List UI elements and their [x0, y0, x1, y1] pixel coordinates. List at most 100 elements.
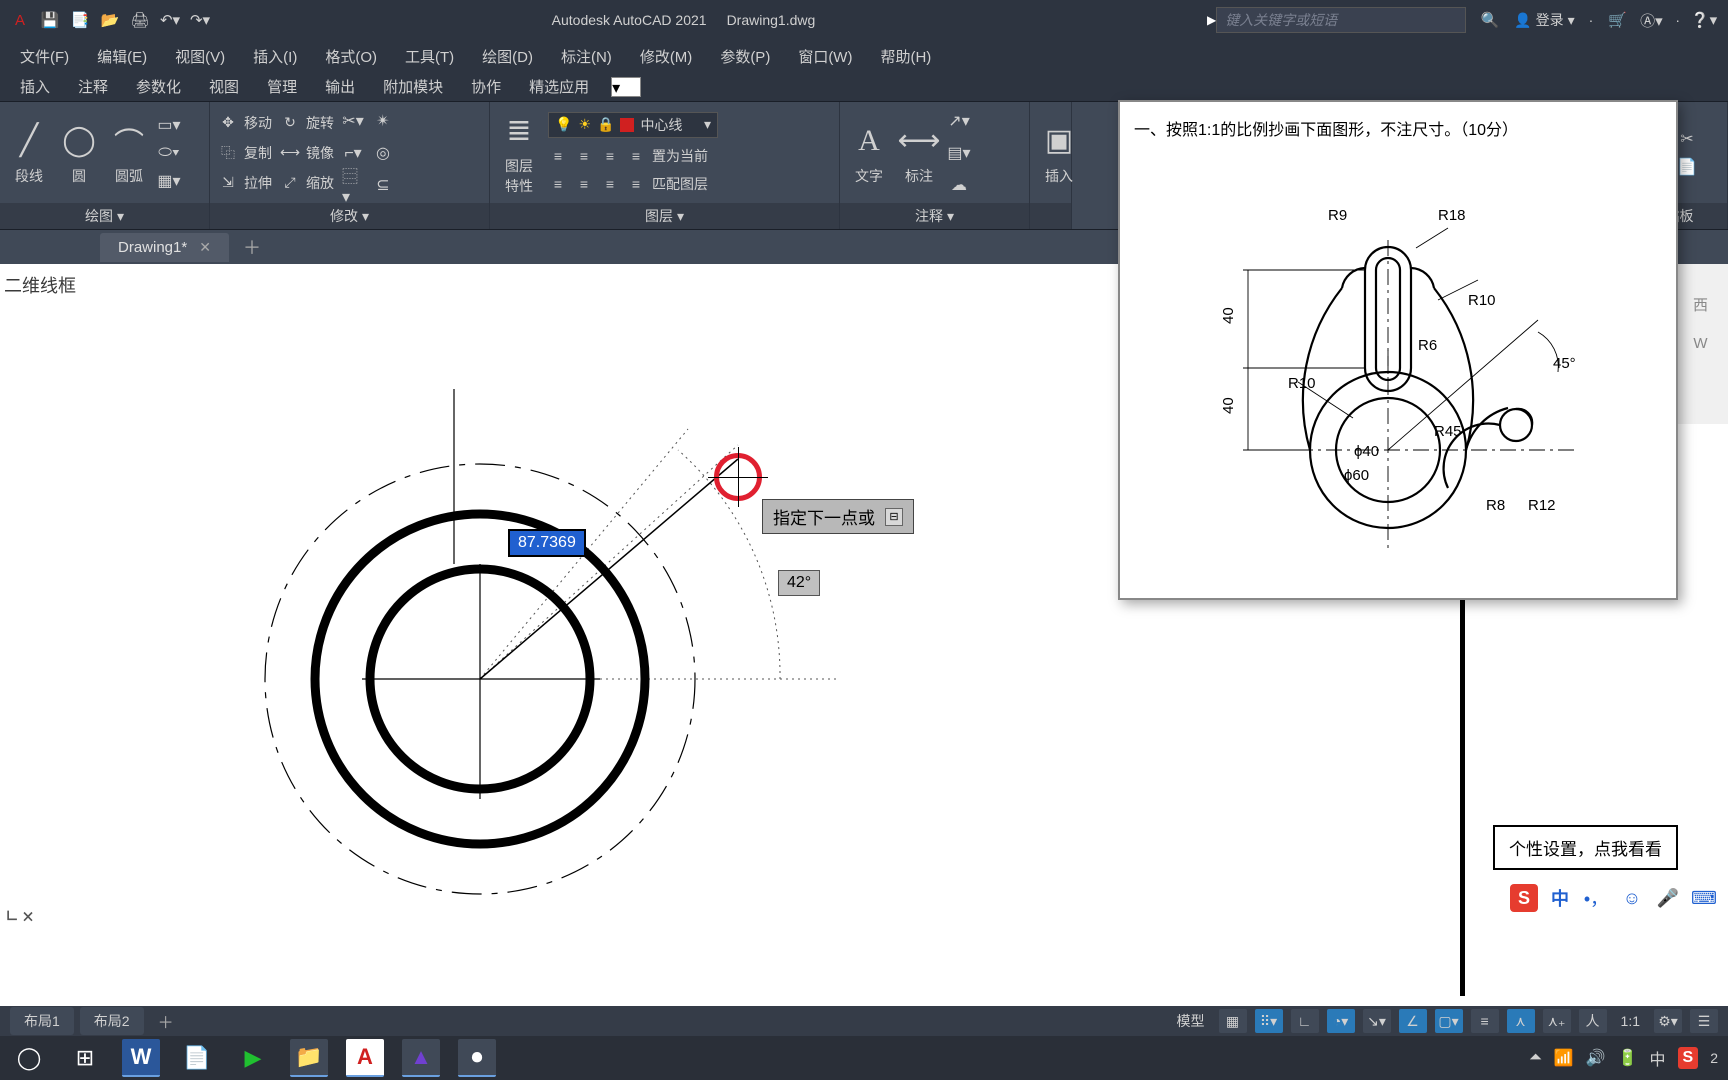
- stretch-button[interactable]: ⇲拉伸: [218, 173, 272, 193]
- leader-icon[interactable]: ↗▾: [948, 110, 970, 132]
- menu-help[interactable]: 帮助(H): [866, 42, 945, 71]
- tip-balloon[interactable]: 个性设置，点我看看: [1493, 825, 1678, 870]
- menu-insert[interactable]: 插入(I): [239, 42, 311, 71]
- rpanel-item-2[interactable]: W: [1693, 335, 1707, 352]
- layout-tab-2[interactable]: 布局2: [80, 1007, 144, 1035]
- mirror-button[interactable]: ⟷镜像: [280, 143, 334, 163]
- menu-modify[interactable]: 修改(M): [626, 42, 707, 71]
- ribbon-tab-insert[interactable]: 插入: [6, 72, 64, 101]
- layer-combo[interactable]: 💡☀🔒 中心线 ▾: [548, 112, 718, 138]
- status-menu-icon[interactable]: ☰: [1690, 1009, 1718, 1033]
- ribbon-tab-param[interactable]: 参数化: [122, 72, 195, 101]
- saveas-icon[interactable]: 📑: [70, 10, 90, 30]
- doc-add-button[interactable]: ＋: [239, 234, 265, 260]
- tray-up-icon[interactable]: ⏶: [1529, 1049, 1542, 1067]
- tray-batt-icon[interactable]: 🔋: [1618, 1048, 1638, 1068]
- status-grid-icon[interactable]: ▦: [1219, 1009, 1247, 1033]
- layout-tab-1[interactable]: 布局1: [10, 1007, 74, 1035]
- rpanel-item-1[interactable]: 西: [1693, 294, 1708, 315]
- ribbon-tab-featured[interactable]: 精选应用: [515, 72, 603, 101]
- undo-icon[interactable]: ↶▾: [160, 10, 180, 30]
- move-button[interactable]: ✥移动: [218, 113, 272, 133]
- help-icon[interactable]: ❔▾: [1694, 10, 1714, 30]
- tray-ime1[interactable]: 中: [1650, 1046, 1666, 1070]
- menu-format[interactable]: 格式(O): [311, 42, 391, 71]
- ime-punct-icon[interactable]: •，: [1582, 884, 1610, 912]
- search-icon[interactable]: 🔍: [1480, 10, 1500, 30]
- open-icon[interactable]: 📂: [100, 10, 120, 30]
- menu-window[interactable]: 窗口(W): [784, 42, 866, 71]
- status-model[interactable]: 模型: [1171, 1011, 1211, 1031]
- task-explorer-icon[interactable]: 📁: [290, 1039, 328, 1077]
- close-icon[interactable]: ✕: [199, 239, 211, 256]
- menu-edit[interactable]: 编辑(E): [83, 42, 161, 71]
- scale-button[interactable]: ⤢缩放: [280, 173, 334, 193]
- status-polar-icon[interactable]: ◔▾: [1327, 1009, 1355, 1033]
- dynamic-length-input[interactable]: 87.7369: [508, 529, 586, 557]
- task-doc-icon[interactable]: 📄: [178, 1039, 216, 1077]
- arc-button[interactable]: ⌒圆弧: [108, 120, 150, 186]
- menu-file[interactable]: 文件(F): [6, 42, 83, 71]
- command-prompt[interactable]: ∟×: [6, 904, 38, 928]
- status-annot-icon[interactable]: ⋏: [1507, 1009, 1535, 1033]
- layout-add-button[interactable]: ＋: [150, 1009, 182, 1033]
- plot-icon[interactable]: 🖨: [130, 10, 150, 30]
- ribbon-tab-addon[interactable]: 附加模块: [369, 72, 457, 101]
- ime-mic-icon[interactable]: 🎤: [1654, 884, 1682, 912]
- trim-icon[interactable]: ✂▾: [342, 110, 364, 132]
- rect-icon[interactable]: ▭▾: [158, 114, 180, 136]
- status-otrack-icon[interactable]: ∠: [1399, 1009, 1427, 1033]
- cloud-icon[interactable]: ☁: [948, 174, 970, 196]
- menu-tools[interactable]: 工具(T): [391, 42, 468, 71]
- task-video-icon[interactable]: ▶: [234, 1039, 272, 1077]
- task-app-icon[interactable]: ▲: [402, 1039, 440, 1077]
- doc-tab-active[interactable]: Drawing1* ✕: [100, 233, 229, 262]
- cart-icon[interactable]: 🛒: [1607, 10, 1627, 30]
- dynamic-angle-input[interactable]: 42°: [778, 570, 820, 596]
- taskview-icon[interactable]: ⊞: [66, 1039, 104, 1077]
- ime-logo-icon[interactable]: S: [1510, 884, 1538, 912]
- login-button[interactable]: 👤 登录 ▾: [1514, 10, 1574, 30]
- ime-emoji-icon[interactable]: ☺: [1618, 884, 1646, 912]
- subset-icon[interactable]: ⊆: [372, 174, 394, 196]
- status-iso-icon[interactable]: ↘▾: [1363, 1009, 1391, 1033]
- menu-draw[interactable]: 绘图(D): [468, 42, 547, 71]
- tray-vol-icon[interactable]: 🔊: [1586, 1048, 1606, 1068]
- tray-time[interactable]: 2: [1710, 1050, 1718, 1066]
- ime-lang[interactable]: 中: [1546, 884, 1574, 912]
- app-icon[interactable]: A: [10, 10, 30, 30]
- offset-icon[interactable]: ◎: [372, 142, 394, 164]
- tray-ime2[interactable]: S: [1678, 1047, 1699, 1069]
- copy-button[interactable]: ⿻复制: [218, 143, 272, 163]
- fillet-icon[interactable]: ⌐▾: [342, 142, 364, 164]
- ribbon-end[interactable]: ▾: [611, 77, 641, 97]
- tray-wifi-icon[interactable]: 📶: [1554, 1048, 1574, 1068]
- start-icon[interactable]: ◯: [10, 1039, 48, 1077]
- table-icon[interactable]: ▤▾: [948, 142, 970, 164]
- array-icon[interactable]: ⿳▾: [342, 174, 364, 196]
- ribbon-tab-annot[interactable]: 注释: [64, 72, 122, 101]
- task-record-icon[interactable]: ⏺: [458, 1039, 496, 1077]
- copy-clip-icon[interactable]: 📄: [1676, 156, 1698, 178]
- status-ortho-icon[interactable]: ∟: [1291, 1009, 1319, 1033]
- task-autocad-icon[interactable]: A: [346, 1039, 384, 1077]
- hatch-icon[interactable]: ▦▾: [158, 170, 180, 192]
- status-osnap-icon[interactable]: ▢▾: [1435, 1009, 1463, 1033]
- set-current-button[interactable]: 置为当前: [652, 146, 708, 166]
- redo-icon[interactable]: ↷▾: [190, 10, 210, 30]
- text-button[interactable]: A文字: [848, 120, 890, 186]
- save-icon[interactable]: 💾: [40, 10, 60, 30]
- rotate-button[interactable]: ↻旋转: [280, 113, 334, 133]
- search-input[interactable]: 键入关键字或短语: [1216, 7, 1466, 33]
- ribbon-tab-manage[interactable]: 管理: [253, 72, 311, 101]
- explode-icon[interactable]: ✴: [372, 110, 394, 132]
- menu-dim[interactable]: 标注(N): [547, 42, 626, 71]
- status-autoscale-icon[interactable]: ⋏₊: [1543, 1009, 1571, 1033]
- status-human-icon[interactable]: 人: [1579, 1009, 1607, 1033]
- line-button[interactable]: ╱段线: [8, 120, 50, 186]
- match-layer-button[interactable]: 匹配图层: [652, 174, 708, 194]
- apps-icon[interactable]: Ⓐ▾: [1641, 10, 1661, 30]
- status-scale[interactable]: 1:1: [1615, 1013, 1646, 1029]
- ellipse-icon[interactable]: ⬭▾: [158, 142, 180, 164]
- menu-view[interactable]: 视图(V): [161, 42, 239, 71]
